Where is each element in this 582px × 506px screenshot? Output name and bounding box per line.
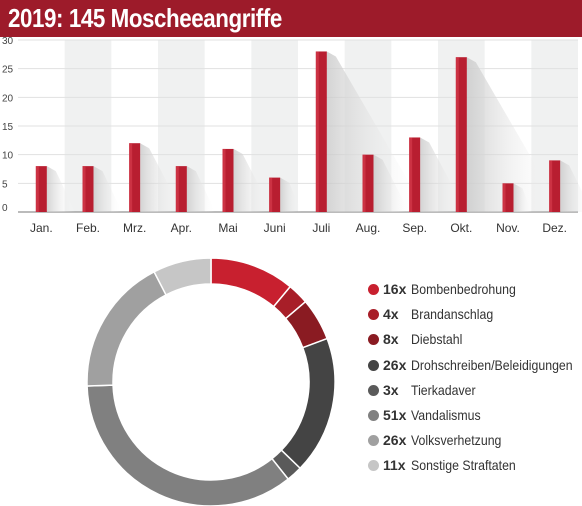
bar-shadow xyxy=(280,177,302,212)
bar-shadow xyxy=(46,166,76,212)
x-tick-label: Apr. xyxy=(171,221,192,235)
x-tick-label: Feb. xyxy=(76,221,100,235)
bar-highlight xyxy=(362,154,366,212)
legend-label: Diebstahl xyxy=(411,331,463,348)
legend-label: Tierkadaver xyxy=(411,381,476,398)
bar-highlight xyxy=(269,177,273,212)
donut-slice xyxy=(153,257,212,296)
bar-shadow xyxy=(326,51,427,212)
bar-shadow xyxy=(233,148,273,212)
legend-color-dot xyxy=(368,359,379,371)
bar xyxy=(362,154,374,212)
bar-shadow xyxy=(140,143,183,212)
legend-color-dot xyxy=(368,309,379,321)
bar-highlight xyxy=(549,160,553,212)
x-tick-label: Mai xyxy=(218,221,237,235)
bar-highlight xyxy=(409,137,413,212)
bar-highlight xyxy=(222,148,226,212)
bar xyxy=(82,166,94,212)
monthly-bar-chart: 0 5 10 15 20 25 30 Jan. Feb. Mrz. Apr. Mai Juni Juli A… xyxy=(2,37,582,235)
legend-color-dot xyxy=(368,410,379,421)
bar-highlight xyxy=(315,51,319,212)
y-tick-label: 30 xyxy=(2,37,14,47)
bar xyxy=(549,160,561,212)
bar-highlight xyxy=(35,166,39,212)
y-tick-label: 25 xyxy=(2,65,14,76)
bar-shadow xyxy=(373,154,410,212)
bar-highlight xyxy=(175,166,179,212)
y-tick-label: 20 xyxy=(2,93,14,104)
x-tick-label: Mrz. xyxy=(123,221,146,235)
x-tick-label: Dez. xyxy=(542,221,567,235)
legend-color-dot xyxy=(368,284,379,295)
legend-count: 3x xyxy=(383,381,399,398)
bar xyxy=(129,143,141,212)
bar-shadow xyxy=(466,57,563,213)
legend-color-dot xyxy=(368,334,379,346)
x-tick-label: Jan. xyxy=(30,221,53,235)
bar xyxy=(35,166,47,212)
bar xyxy=(175,166,187,212)
bar-shadow xyxy=(560,160,582,212)
x-tick-label: Sep. xyxy=(402,221,427,235)
legend-label: Bombenbedrohung xyxy=(411,281,516,297)
legend-count: 16x xyxy=(383,281,407,297)
donut-slice xyxy=(280,337,336,470)
legend-label: Drohschreiben/Beleidigungen xyxy=(411,356,573,373)
legend-count: 11x xyxy=(383,457,406,474)
legend-color-dot xyxy=(368,384,379,396)
title-bar: 2019: 145 Moscheeangriffe xyxy=(0,0,582,37)
legend-label: Sonstige Straftaten xyxy=(411,457,516,474)
x-tick-label: Juni xyxy=(264,221,286,235)
legend-label: Volksverhetzung xyxy=(411,432,502,449)
bar xyxy=(315,51,327,212)
legend-count: 51x xyxy=(383,407,407,423)
x-tick-label: Aug. xyxy=(356,221,381,235)
x-tick-label: Okt. xyxy=(450,221,472,235)
x-tick-label: Juli xyxy=(312,221,330,235)
legend-color-dot xyxy=(368,435,379,447)
bar-shadow xyxy=(513,183,532,212)
bar xyxy=(502,183,514,212)
bar-highlight xyxy=(502,183,506,212)
donut-slice xyxy=(210,257,292,308)
x-tick-label: Nov. xyxy=(496,221,520,235)
bar-shadow xyxy=(186,166,216,212)
bar xyxy=(409,137,421,212)
y-tick-label: 15 xyxy=(2,122,14,133)
chart-title: 2019: 145 Moscheeangriffe xyxy=(8,3,282,33)
bar-highlight xyxy=(129,143,133,212)
category-donut-chart xyxy=(86,257,336,506)
legend-count: 4x xyxy=(383,306,399,323)
bar-shadow xyxy=(420,137,467,212)
bar-shadow xyxy=(93,166,122,212)
bar xyxy=(222,148,234,212)
bar xyxy=(269,177,281,212)
bar-highlight xyxy=(455,57,459,213)
legend-count: 26x xyxy=(383,356,407,373)
legend-count: 26x xyxy=(383,432,407,449)
y-tick-label: 0 xyxy=(2,203,8,214)
legend-count: 8x xyxy=(383,331,399,348)
legend-color-dot xyxy=(368,460,379,472)
bar-highlight xyxy=(82,166,86,212)
legend-label: Vandalismus xyxy=(411,407,481,423)
y-tick-label: 10 xyxy=(2,151,14,162)
legend-label: Brandanschlag xyxy=(411,306,494,323)
bar xyxy=(455,57,467,213)
donut-slice xyxy=(86,270,168,387)
donut-slice xyxy=(86,384,290,506)
y-tick-label: 5 xyxy=(2,179,8,190)
